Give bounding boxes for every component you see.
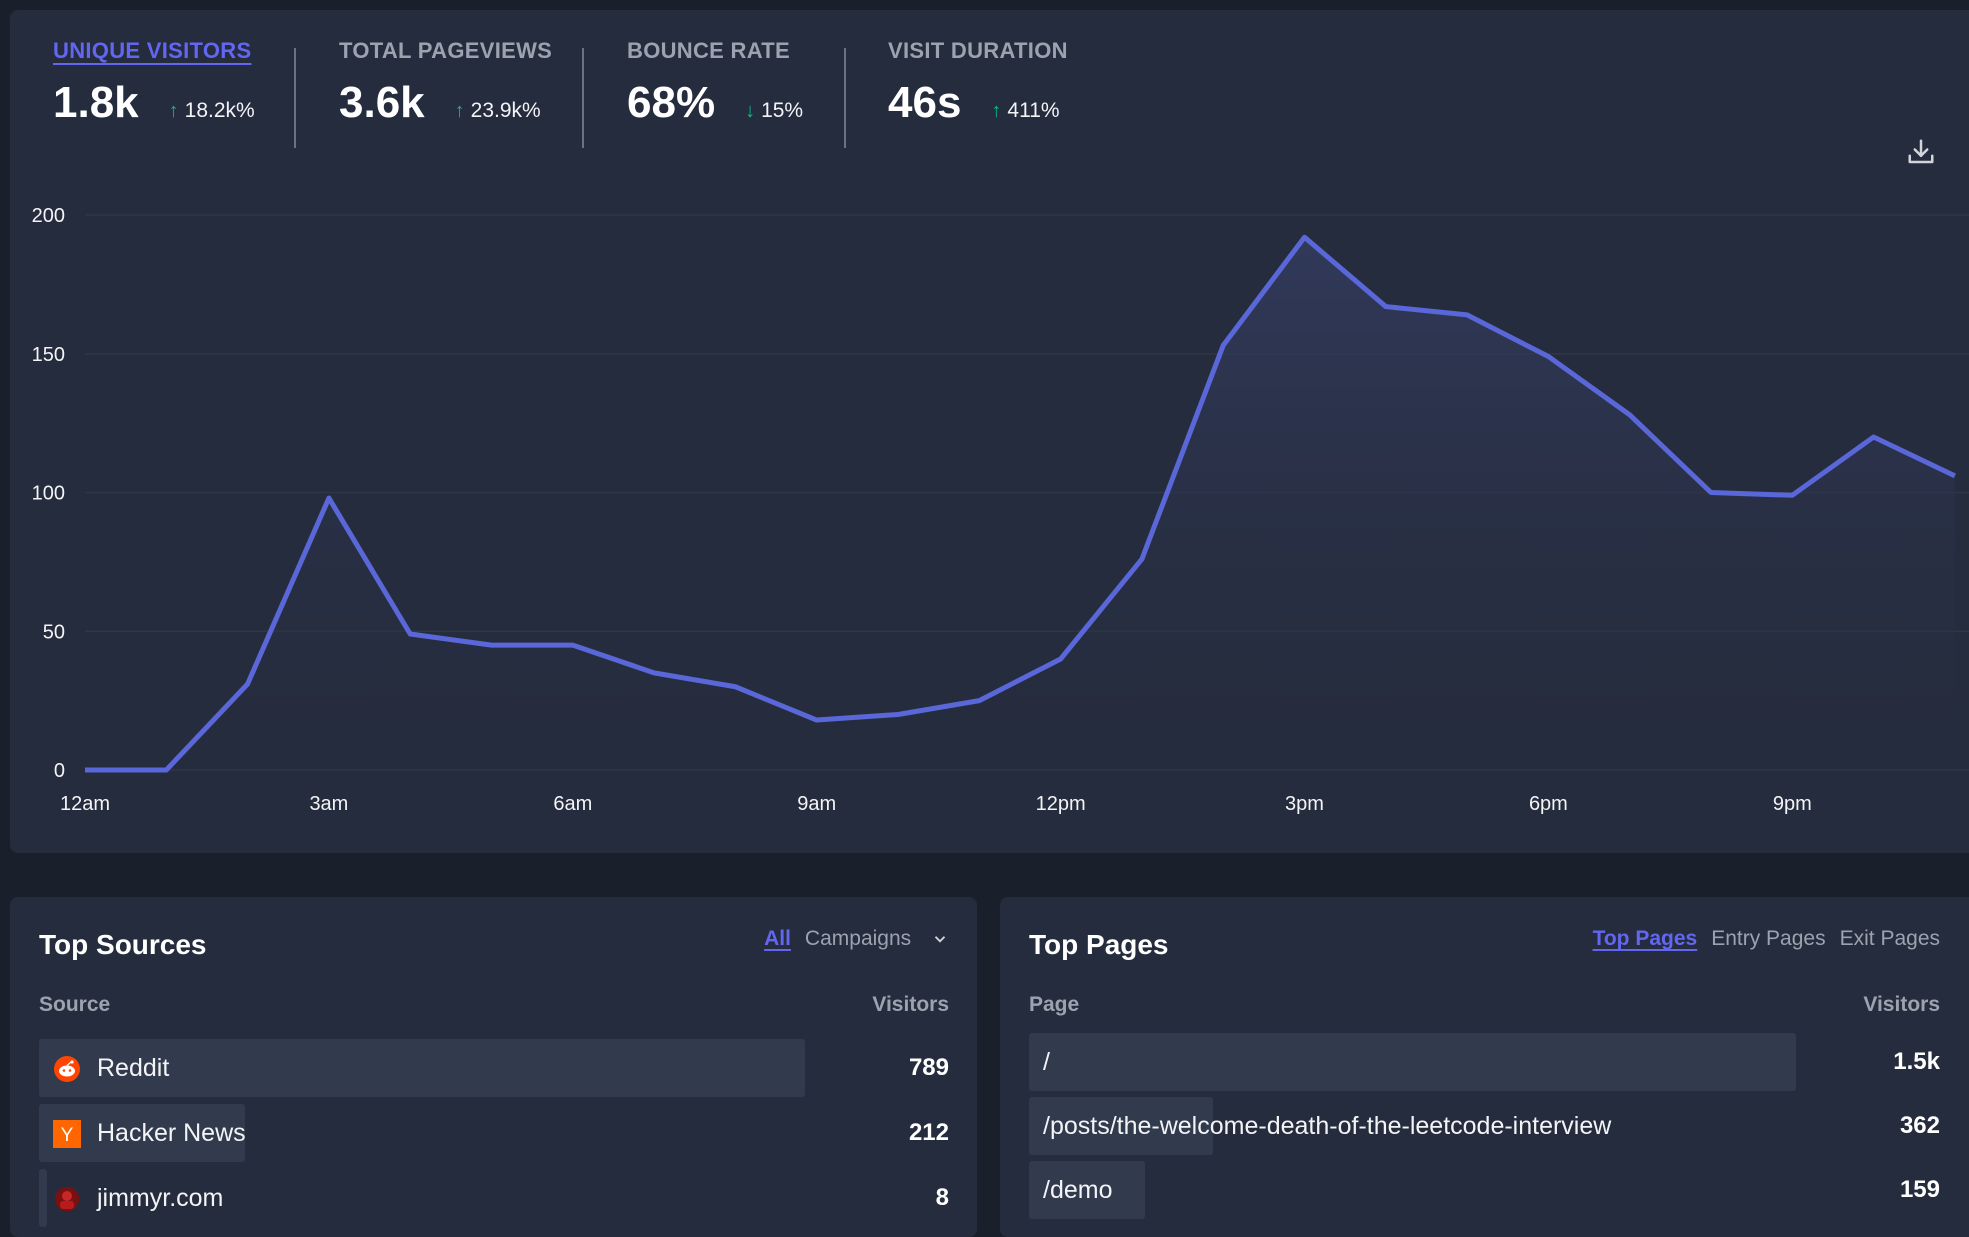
tab-entry-pages[interactable]: Entry Pages — [1711, 927, 1825, 951]
stats-panel: UNIQUE VISITORS 1.8k ↑18.2k% TOTAL PAGEV… — [10, 10, 1969, 853]
list-item[interactable]: / 1.5k — [1029, 1033, 1940, 1091]
row-value: 789 — [909, 1039, 949, 1097]
pages-tabs: Top Pages Entry Pages Exit Pages — [1593, 927, 1940, 951]
x-tick-label: 9am — [797, 793, 836, 815]
y-tick-label: 50 — [43, 621, 65, 643]
hacker-news-icon: Y — [53, 1120, 81, 1148]
tab-top-pages[interactable]: Top Pages — [1593, 927, 1698, 951]
tab-exit-pages[interactable]: Exit Pages — [1840, 927, 1940, 951]
column-header-source: Source — [39, 993, 110, 1017]
x-tick-label: 3pm — [1285, 793, 1324, 815]
row-label: jimmyr.com — [97, 1169, 223, 1227]
visitors-chart: 0 50 100 150 200 12am 3am 6am 9am 12pm 3pm 6pm 9pm — [10, 10, 1969, 853]
x-tick-label: 12am — [60, 793, 110, 815]
panel-title: Top Sources — [39, 929, 207, 961]
x-tick-label: 6pm — [1529, 793, 1568, 815]
y-tick-label: 0 — [54, 760, 65, 782]
tab-all[interactable]: All — [764, 927, 791, 951]
row-value: 8 — [936, 1169, 949, 1227]
row-value: 1.5k — [1893, 1033, 1940, 1091]
x-tick-label: 12pm — [1036, 793, 1086, 815]
x-tick-label: 6am — [553, 793, 592, 815]
y-tick-label: 100 — [32, 483, 65, 505]
row-value: 362 — [1900, 1097, 1940, 1155]
column-header-visitors: Visitors — [872, 993, 949, 1017]
top-sources-panel: Top Sources All Campaigns Source Visitor… — [10, 897, 977, 1237]
list-item[interactable]: /posts/the-welcome-death-of-the-leetcode… — [1029, 1097, 1940, 1155]
y-tick-label: 150 — [32, 344, 65, 366]
row-label: / — [1043, 1033, 1050, 1091]
panel-title: Top Pages — [1029, 929, 1169, 961]
x-tick-label: 9pm — [1773, 793, 1812, 815]
row-label: /demo — [1043, 1161, 1112, 1219]
sources-tabs: All Campaigns — [764, 927, 949, 951]
row-label: Hacker News — [97, 1104, 246, 1162]
jimmyr-icon — [53, 1185, 81, 1213]
row-bar — [1029, 1033, 1796, 1091]
svg-text:Y: Y — [61, 1125, 74, 1146]
y-tick-label: 200 — [32, 205, 65, 227]
column-header-visitors: Visitors — [1863, 993, 1940, 1017]
row-label: Reddit — [97, 1039, 169, 1097]
reddit-icon — [53, 1055, 81, 1083]
series-area — [85, 237, 1955, 770]
list-item[interactable]: Reddit 789 — [39, 1039, 949, 1097]
row-value: 212 — [909, 1104, 949, 1162]
chevron-down-icon — [931, 930, 949, 948]
row-label: /posts/the-welcome-death-of-the-leetcode… — [1043, 1097, 1611, 1155]
list-item[interactable]: jimmyr.com 8 — [39, 1169, 949, 1227]
row-bar — [39, 1169, 47, 1227]
list-item[interactable]: /demo 159 — [1029, 1161, 1940, 1219]
x-tick-label: 3am — [309, 793, 348, 815]
column-header-page: Page — [1029, 993, 1079, 1017]
row-value: 159 — [1900, 1161, 1940, 1219]
tab-campaigns[interactable]: Campaigns — [805, 927, 949, 951]
list-item[interactable]: Y Hacker News 212 — [39, 1104, 949, 1162]
top-pages-panel: Top Pages Top Pages Entry Pages Exit Pag… — [1000, 897, 1969, 1237]
